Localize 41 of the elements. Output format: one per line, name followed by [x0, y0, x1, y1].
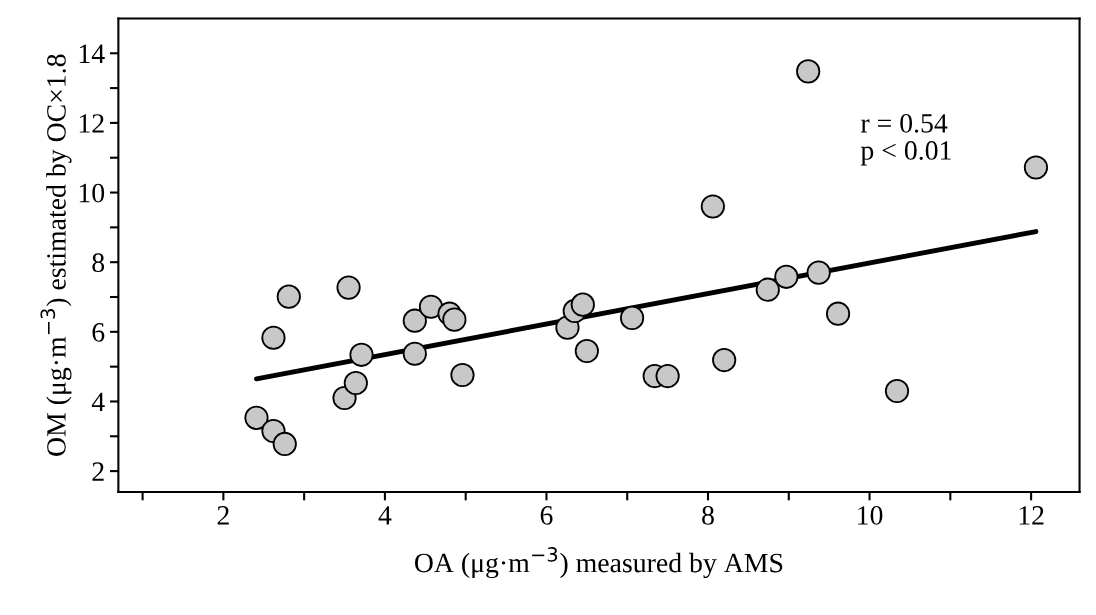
point	[655, 363, 680, 389]
point	[349, 342, 374, 367]
point	[574, 338, 599, 364]
point	[244, 405, 269, 430]
x-tick-label: 10	[858, 506, 883, 525]
point	[884, 378, 910, 404]
annotation: r = 0.54 p < 0.01	[860, 113, 951, 166]
point	[774, 264, 799, 289]
point	[276, 284, 301, 309]
x-tick-label: 6	[540, 506, 553, 525]
y-tick-label: 4	[91, 392, 105, 412]
point	[755, 277, 780, 302]
point	[343, 370, 368, 396]
point	[825, 301, 851, 326]
point	[619, 305, 645, 331]
point	[336, 275, 361, 300]
x-tick-label: 8	[702, 506, 714, 525]
point	[272, 431, 297, 457]
y-tick-label: 2	[92, 462, 104, 481]
x-axis-title: OA (μg·m$^{−3}$) measured by AMS	[414, 547, 783, 579]
point	[1023, 155, 1049, 180]
y-tick-label: 14	[79, 44, 105, 63]
x-tick-label: 4	[378, 506, 392, 525]
point	[570, 292, 595, 317]
point	[450, 362, 475, 388]
y-axis-title: OM (μg·m$^{−3}$) estimated by OC×1.8	[40, 54, 72, 456]
point	[712, 347, 737, 373]
x-tick-label: 2	[217, 506, 229, 525]
point	[402, 308, 427, 333]
y-tick-label: 8	[92, 253, 105, 273]
point	[700, 194, 725, 219]
point	[796, 59, 821, 84]
x-tick-label: 12	[1019, 506, 1044, 525]
point	[418, 294, 444, 319]
y-tick-label: 6	[92, 323, 105, 342]
point	[806, 260, 831, 285]
y-tick-label: 10	[79, 183, 105, 203]
point	[261, 325, 286, 350]
y-tick-label: 12	[79, 114, 104, 133]
point	[402, 341, 427, 366]
point	[442, 307, 467, 332]
